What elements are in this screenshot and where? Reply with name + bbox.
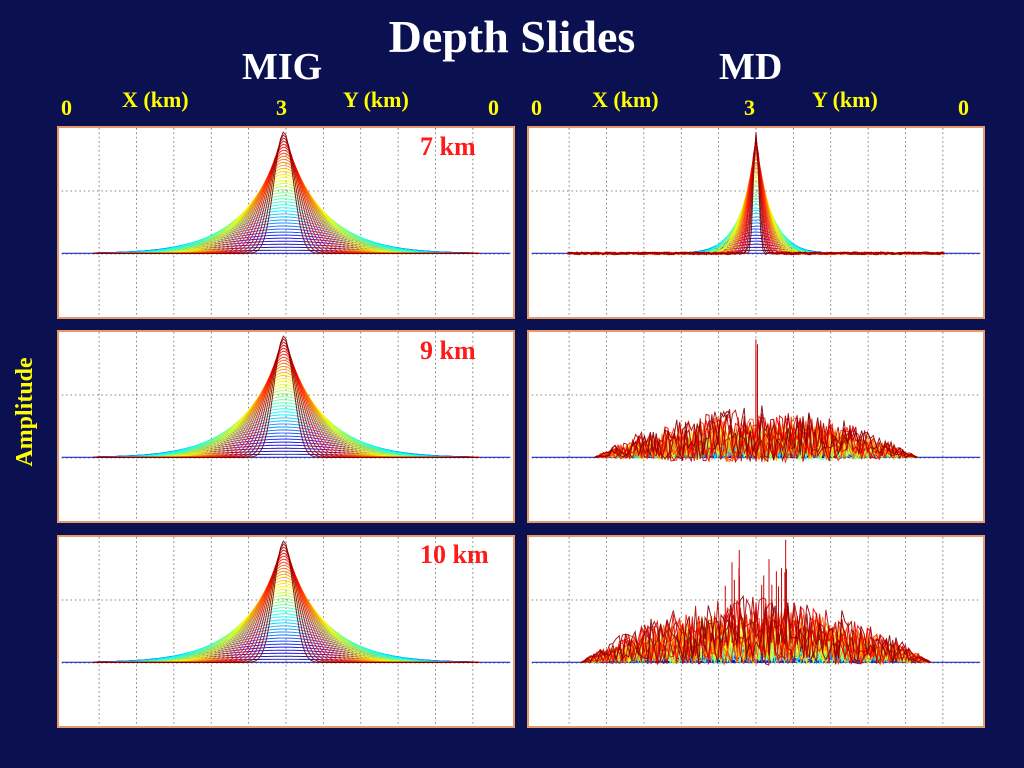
md-9km-trace — [594, 409, 918, 463]
mig-7km-trace — [93, 164, 479, 254]
md-9km-trace — [594, 414, 918, 463]
panel-md-10km — [527, 535, 985, 728]
md-tick-left: 0 — [531, 95, 542, 120]
chart-mig-9km — [61, 332, 511, 521]
mig-9km-trace — [93, 335, 479, 458]
depth-label-7km: 7 km — [420, 132, 476, 161]
mig-10km-traces — [93, 540, 479, 663]
md-10km-trace — [580, 597, 932, 665]
md-10km-trace — [581, 596, 932, 665]
md-10km-traces — [580, 539, 932, 666]
mig-7km-trace — [93, 201, 479, 254]
depth-label-10km: 10 km — [420, 540, 489, 569]
chart-mig-7km — [61, 128, 511, 317]
mig-9km-trace — [93, 368, 479, 458]
mig-9km-trace — [93, 405, 479, 458]
column-title-md: MD — [719, 46, 783, 88]
md-10km-grid — [531, 537, 981, 726]
mig-y-axis-label: Y (km) — [343, 87, 409, 112]
md-7km-trace — [567, 237, 945, 255]
md-9km-trace — [594, 405, 918, 463]
slide-title: Depth Slides — [388, 11, 636, 62]
mig-7km-traces — [93, 131, 479, 254]
mig-9km-trace — [93, 380, 479, 458]
panel-md-7km — [527, 126, 985, 319]
mig-9km-traces — [93, 335, 479, 458]
md-7km-trace — [567, 200, 945, 255]
mig-10km-trace — [93, 573, 479, 663]
md-7km-trace — [567, 219, 945, 255]
md-7km-traces — [567, 131, 945, 256]
mig-x-axis-label: X (km) — [122, 87, 189, 112]
md-7km-trace — [567, 131, 945, 256]
mig-tick-right: 0 — [488, 95, 499, 120]
mig-tick-mid: 3 — [276, 95, 287, 120]
md-tick-mid: 3 — [744, 95, 755, 120]
chart-mig-10km — [61, 537, 511, 726]
md-9km-grid — [531, 332, 981, 521]
mig-10km-trace — [93, 540, 479, 663]
panel-mig-7km — [57, 126, 515, 319]
mig-10km-trace — [93, 610, 479, 663]
column-title-mig: MIG — [242, 46, 323, 88]
md-10km-trace — [581, 594, 932, 666]
md-y-axis-label: Y (km) — [812, 87, 878, 112]
md-tick-right: 0 — [958, 95, 969, 120]
chart-md-7km — [531, 128, 981, 317]
mig-10km-trace — [93, 585, 479, 663]
mig-7km-trace — [93, 131, 479, 254]
mig-tick-left: 0 — [61, 95, 72, 120]
depth-label-9km: 9 km — [420, 336, 476, 365]
panel-mig-9km — [57, 330, 515, 523]
panel-mig-10km — [57, 535, 515, 728]
panel-md-9km — [527, 330, 985, 523]
mig-7km-trace — [93, 176, 479, 254]
chart-md-9km — [531, 332, 981, 521]
md-x-axis-label: X (km) — [592, 87, 659, 112]
amplitude-axis-label: Amplitude — [12, 357, 38, 467]
md-9km-traces — [594, 339, 918, 464]
chart-md-10km — [531, 537, 981, 726]
